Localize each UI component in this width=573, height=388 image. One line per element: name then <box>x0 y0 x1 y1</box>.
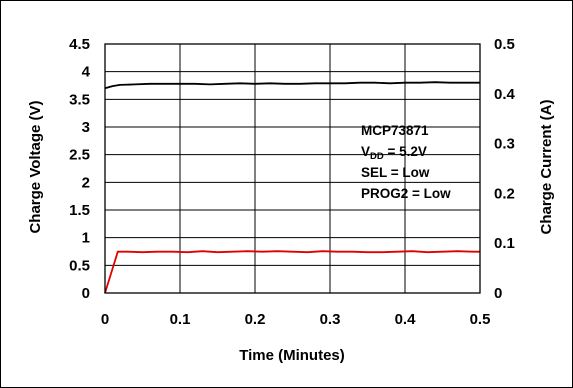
y-left-tick-label: 4.5 <box>69 36 90 53</box>
y-left-tick-label: 2.5 <box>69 147 90 164</box>
y-right-tick-label: 0.3 <box>494 136 515 153</box>
y-left-tick-label: 3 <box>82 119 90 136</box>
x-tick-labels: 0 0.1 0.2 0.3 0.4 0.5 <box>101 311 491 328</box>
y-right-tick-label: 0 <box>494 285 502 302</box>
y-left-tick-label: 1 <box>82 230 90 247</box>
y-left-tick-label: 4 <box>82 64 91 81</box>
y-left-tick-label: 1.5 <box>69 202 90 219</box>
annotation-prog2: PROG2 = Low <box>361 186 451 201</box>
y-right-tick-label: 0.4 <box>494 86 516 103</box>
y-left-tick-label: 0 <box>82 285 90 302</box>
annotation-device: MCP73871 <box>361 123 429 138</box>
series-layer <box>104 81 480 294</box>
y-right-tick-labels: 0 0.1 0.2 0.3 0.4 0.5 <box>494 36 516 302</box>
plot-border <box>104 43 481 294</box>
x-tick-label: 0.1 <box>170 311 191 328</box>
x-tick-label: 0.3 <box>320 311 341 328</box>
y-right-tick-label: 0.1 <box>494 235 515 252</box>
y-right-axis-title: Charge Current (A) <box>538 99 555 234</box>
x-tick-label: 0 <box>101 311 109 328</box>
y-left-tick-label: 0.5 <box>69 257 90 274</box>
x-tick-label: 0.2 <box>245 311 266 328</box>
y-right-tick-label: 0.5 <box>494 36 515 53</box>
annotation-box: MCP73871 VDD = 5.2V SEL = Low PROG2 = Lo… <box>361 123 451 201</box>
x-tick-label: 0.5 <box>470 311 491 328</box>
x-axis-title: Time (Minutes) <box>239 347 345 364</box>
x-tick-label: 0.4 <box>395 311 417 328</box>
annotation-sel: SEL = Low <box>361 165 430 180</box>
y-right-tick-label: 0.2 <box>494 185 515 202</box>
charge-current-line <box>104 250 480 294</box>
y-left-tick-labels: 0 0.5 1 1.5 2 2.5 3 3.5 4 4.5 <box>69 36 91 302</box>
charge-voltage-line <box>104 81 480 90</box>
y-left-tick-label: 3.5 <box>69 91 90 108</box>
y-left-tick-label: 2 <box>82 174 90 191</box>
y-left-axis-title: Charge Voltage (V) <box>27 100 44 233</box>
annotation-vdd: VDD = 5.2V <box>361 144 427 162</box>
